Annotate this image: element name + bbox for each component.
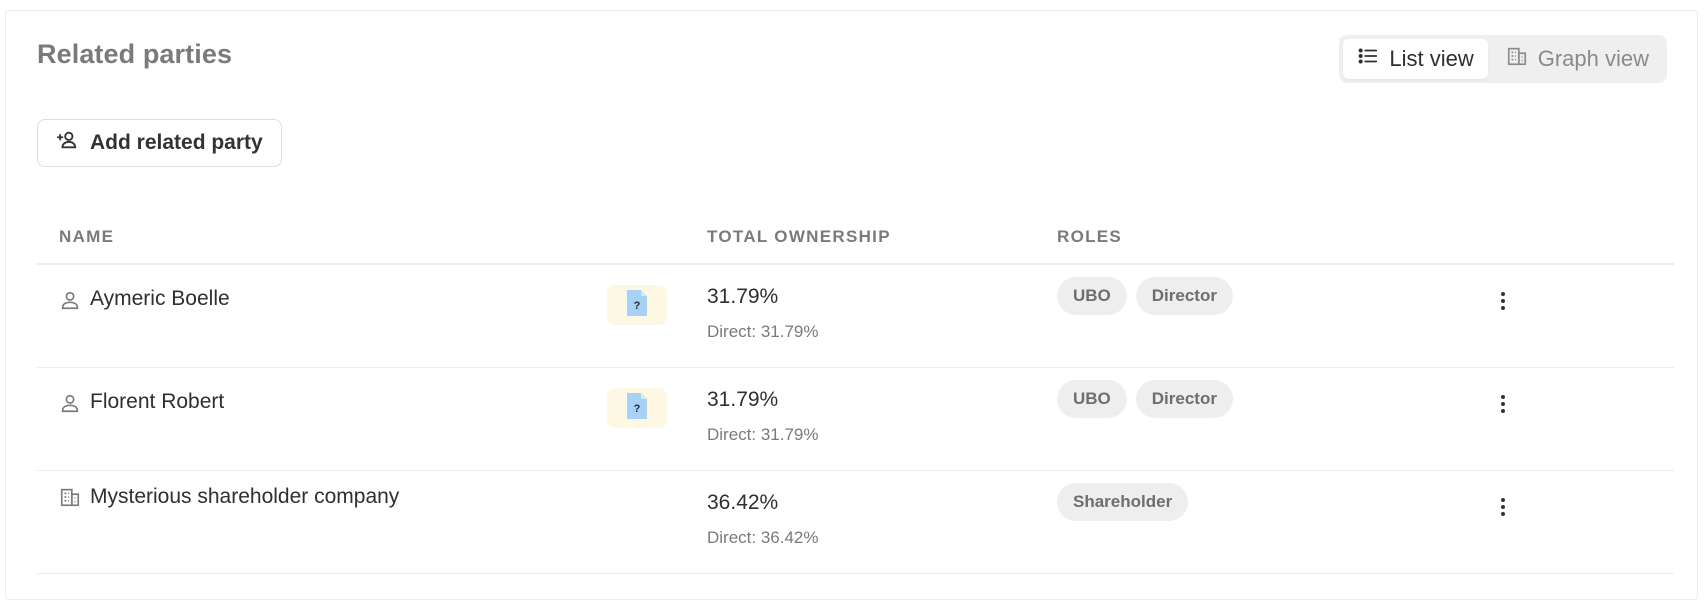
table-header: NAME TOTAL OWNERSHIP ROLES (37, 207, 1674, 265)
ownership-direct: Direct: 31.79% (707, 425, 819, 444)
role-chip: Shareholder (1057, 483, 1189, 521)
column-header-roles: ROLES (1057, 227, 1123, 246)
column-header-ownership: TOTAL OWNERSHIP (707, 227, 891, 246)
table-row[interactable]: Mysterious shareholder company 36.42% Di… (37, 471, 1674, 574)
related-parties-table: NAME TOTAL OWNERSHIP ROLES Aymeric Boell… (37, 207, 1674, 574)
roles-list: UBO Director (1057, 277, 1233, 315)
more-options-icon[interactable] (1491, 392, 1515, 416)
document-mark: ? (634, 403, 641, 415)
ownership-direct: Direct: 36.42% (707, 528, 819, 547)
ownership-total: 31.79% (707, 388, 779, 411)
roles-list: Shareholder (1057, 483, 1189, 521)
more-options-icon[interactable] (1491, 495, 1515, 519)
ownership-direct: Direct: 31.79% (707, 322, 819, 341)
ownership-total: 31.79% (707, 285, 779, 308)
party-name[interactable]: Mysterious shareholder company (90, 485, 400, 508)
list-icon (1357, 45, 1379, 73)
more-options-icon[interactable] (1491, 289, 1515, 313)
party-name[interactable]: Florent Robert (90, 390, 225, 413)
document-icon: ? (627, 289, 647, 321)
ownership-total: 36.42% (707, 491, 779, 514)
party-name[interactable]: Aymeric Boelle (90, 287, 230, 310)
graph-view-label: Graph view (1537, 46, 1649, 71)
related-parties-card: Related parties List view Gr (5, 10, 1698, 600)
person-icon (59, 289, 81, 311)
graph-view-button[interactable]: Graph view (1492, 39, 1663, 79)
missing-document-badge[interactable]: ? (607, 285, 667, 325)
table-row[interactable]: Florent Robert ? 31.79% Direct: 31.79% U… (37, 368, 1674, 471)
missing-document-badge[interactable]: ? (607, 388, 667, 428)
building-icon (1506, 45, 1528, 73)
person-icon (59, 392, 81, 414)
page-title: Related parties (37, 39, 233, 69)
add-related-party-label: Add related party (90, 131, 263, 154)
list-view-button[interactable]: List view (1343, 39, 1488, 79)
document-mark: ? (634, 300, 641, 312)
view-toggle: List view Graph view (1339, 35, 1667, 83)
roles-list: UBO Director (1057, 380, 1233, 418)
add-related-party-button[interactable]: Add related party (37, 119, 282, 167)
role-chip: UBO (1057, 277, 1127, 315)
role-chip: Director (1135, 380, 1233, 418)
add-person-icon (56, 129, 78, 157)
document-icon: ? (627, 392, 647, 424)
column-header-name: NAME (59, 227, 115, 246)
role-chip: Director (1135, 277, 1233, 315)
list-view-label: List view (1389, 46, 1474, 71)
table-row[interactable]: Aymeric Boelle ? 31.79% Direct: 31.79% U… (37, 265, 1674, 368)
building-icon (59, 486, 81, 508)
role-chip: UBO (1057, 380, 1127, 418)
